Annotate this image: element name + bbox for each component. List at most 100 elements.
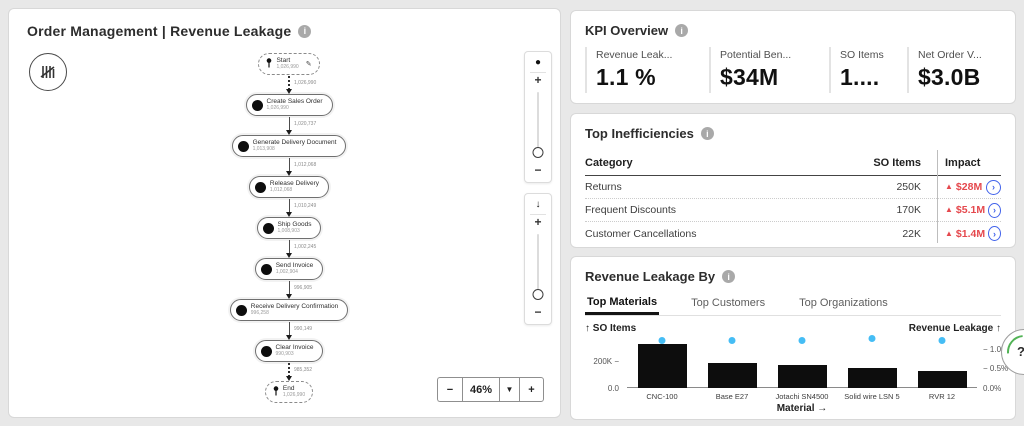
arrow-down-icon [286, 376, 292, 381]
header-impact: Impact [945, 156, 981, 169]
arrow-down-icon [286, 171, 292, 176]
connections-plus-button[interactable]: + [534, 215, 542, 229]
tab-top-materials[interactable]: Top Materials [585, 291, 660, 315]
kpi-label: Potential Ben... [720, 49, 792, 61]
x-axis-title: Material → [776, 403, 828, 414]
flow-edge: 1,012,068 [179, 157, 399, 176]
flow-edge: 1,020,737 [179, 116, 399, 135]
activities-slider-track[interactable] [532, 92, 544, 158]
node-label: Generate Delivery Document [252, 139, 337, 147]
right-tick: 0.0% [983, 384, 1002, 393]
inefficiencies-table: Category SO Items Impact Returns 250K ▲ $28… [585, 150, 1001, 245]
connections-slider-handle[interactable] [532, 289, 544, 300]
info-icon[interactable]: i [722, 270, 736, 283]
edge-count-label: 990,149 [294, 325, 313, 332]
divider [530, 72, 546, 73]
leakage-dot[interactable] [938, 337, 946, 345]
chevron-right-button[interactable]: › [986, 179, 1001, 195]
bar-cnc-100[interactable] [637, 344, 687, 388]
leakage-dot[interactable] [868, 335, 876, 343]
kpi-label: SO Items [840, 49, 884, 61]
left-tick: 200K − [593, 357, 619, 367]
x-tick-label: Jotachi SN4500 [775, 392, 829, 401]
edit-icon[interactable]: ✎ [305, 61, 312, 68]
node-count: 996,258 [250, 309, 269, 316]
bar-jotachi-sn4500[interactable] [777, 365, 827, 388]
flow-node-send-invoice[interactable]: Send Invoice 1,002,904 [254, 258, 324, 280]
table-row: Returns 250K ▲ $28M › [585, 176, 1001, 199]
bar-rvr-12[interactable] [917, 371, 967, 388]
activity-dot-icon [254, 181, 266, 193]
table-row: Frequent Discounts 170K ▲ $5.1M › [585, 199, 1001, 222]
x-tick-label: Base E27 [715, 392, 749, 401]
bar-solid-wire-lsn-5[interactable] [847, 368, 897, 388]
activity-dot-icon: ● [534, 57, 542, 68]
tab-top-organizations[interactable]: Top Organizations [797, 291, 890, 315]
edge-line-icon [289, 240, 290, 254]
top-inefficiencies-card: Top Inefficiencies i Category SO Items I… [570, 113, 1016, 248]
category-cell: Customer Cancellations [585, 227, 697, 240]
edge-line-icon [289, 199, 290, 213]
flow-node-receive-delivery-confirmation[interactable]: Receive Delivery Confirmation 996,258 [229, 299, 349, 321]
x-tick-label: Solid wire LSN 5 [844, 392, 900, 401]
info-icon[interactable]: i [298, 24, 312, 38]
zoom-out-button[interactable]: − [437, 377, 462, 402]
zoom-in-button[interactable]: + [519, 377, 544, 402]
edge-count-label: 1,012,068 [294, 161, 317, 168]
flow-node-start[interactable]: Start 1,026,990 ✎ [258, 53, 320, 75]
flow-node-ship-goods[interactable]: Ship Goods 1,008,903 [256, 217, 322, 239]
chevron-right-button[interactable]: › [988, 202, 1001, 218]
flow-node-release-delivery[interactable]: Release Delivery 1,012,068 [248, 176, 330, 198]
x-tick-label: RVR 12 [928, 392, 956, 401]
arrow-down-icon: ↓ [535, 199, 541, 210]
process-filter-button[interactable] [29, 53, 67, 91]
kpi-label: Net Order V... [918, 49, 982, 61]
flow-node-generate-delivery-document[interactable]: Generate Delivery Document 1,013,908 [231, 135, 347, 157]
connections-slider-track[interactable] [532, 234, 544, 300]
activities-slider-handle[interactable] [532, 147, 544, 158]
process-explorer-panel: Order Management | Revenue Leakage i Sta… [8, 8, 561, 418]
flow-node-clear-invoice[interactable]: Clear Invoice 990,903 [254, 340, 324, 362]
kpi-row: Revenue Leak... 1.1 % Potential Ben... $34M… [585, 47, 1005, 93]
zoom-level[interactable]: 46% [462, 377, 499, 402]
category-cell: Frequent Discounts [585, 204, 677, 216]
flow-node-end[interactable]: End 1,026,990 [264, 381, 314, 403]
node-label: Start [276, 57, 291, 65]
info-icon[interactable]: i [700, 127, 714, 140]
node-label: Create Sales Order [266, 98, 323, 106]
kpi-label: Revenue Leak... [596, 49, 673, 61]
connections-minus-button[interactable]: − [534, 305, 542, 319]
flow-node-create-sales-order[interactable]: Create Sales Order 1,026,990 [245, 94, 333, 116]
activities-plus-button[interactable]: + [534, 73, 542, 87]
bar-column [697, 337, 767, 388]
chevron-right-button[interactable]: › [988, 226, 1001, 241]
kpi-item: Net Order V... $3.0B [907, 47, 1005, 93]
activities-minus-button[interactable]: − [534, 163, 542, 177]
kpi-value: 1.... [840, 64, 880, 90]
connections-slider: ↓ + − [524, 193, 552, 325]
bar-base-e27[interactable] [707, 363, 757, 388]
impact-value: $5.1M [955, 204, 986, 216]
edge-count-label: 1,020,737 [294, 120, 317, 127]
right-axis-label: Revenue Leakage ↑ [908, 323, 1001, 334]
divider [530, 214, 546, 215]
impact-cell: ▲ $1.4M › [935, 226, 1001, 241]
pin-icon [266, 55, 272, 73]
leakage-dot[interactable] [658, 337, 666, 345]
leakage-dot[interactable] [728, 337, 736, 345]
triangle-up-icon: ▲ [945, 228, 953, 238]
zoom-dropdown-button[interactable]: ▼ [499, 377, 519, 402]
leakage-tabs: Top Materials Top Customers Top Organiza… [585, 291, 1001, 316]
page-title: Order Management | Revenue Leakage [27, 23, 292, 39]
arrow-down-icon [286, 89, 292, 94]
edge-line-icon [288, 76, 290, 90]
node-label: Clear Invoice [275, 344, 314, 352]
tab-top-customers[interactable]: Top Customers [689, 291, 767, 315]
leakage-dot[interactable] [798, 337, 806, 345]
process-flow: Start 1,026,990 ✎ 1,026,990 Create Sales Ord… [179, 47, 399, 403]
triangle-up-icon: ▲ [945, 205, 953, 214]
arrow-down-icon [286, 130, 292, 135]
column-divider [937, 150, 938, 243]
info-icon[interactable]: i [675, 24, 689, 37]
